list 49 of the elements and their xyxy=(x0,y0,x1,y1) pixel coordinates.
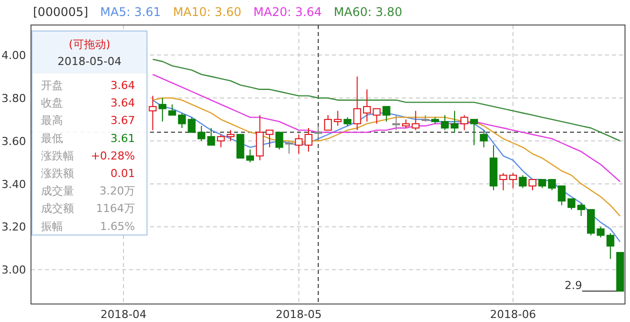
candlestick xyxy=(148,95,157,131)
x-tick-label: 2018-06 xyxy=(490,308,536,321)
candlestick xyxy=(528,179,536,191)
candlestick xyxy=(188,116,196,133)
candlestick xyxy=(275,132,284,150)
text: MA20: 3.64 xyxy=(253,5,322,19)
candlestick xyxy=(353,76,362,131)
candlestick xyxy=(314,125,322,140)
candlestick xyxy=(509,172,517,189)
annotation: (可拖动) xyxy=(68,38,110,51)
candlestick xyxy=(178,112,186,129)
candlestick xyxy=(480,130,488,148)
candlestick xyxy=(168,104,176,116)
candlestick xyxy=(363,88,371,122)
chart-title: [000005] xyxy=(33,5,88,19)
y-tick-label: 3.20 xyxy=(2,220,26,234)
candlestick xyxy=(470,118,478,146)
y-tick-label: 3.40 xyxy=(2,178,26,191)
annotation: 2018-05-04 xyxy=(58,55,122,68)
candlestick xyxy=(518,174,527,189)
candlestick xyxy=(324,114,332,131)
candlestick xyxy=(266,130,274,148)
candlestick xyxy=(304,128,312,152)
x-tick-label: 2018-05 xyxy=(276,308,322,321)
tooltip: (可拖动) 2018-05-04 开盘 3.64 收盘 3.64 最高 3.67 最低 3.61 涨跌幅 +0.28% 涨跌额 0.01 成交量 3.20万 成交额 1164万 振幅 1.65% xyxy=(32,30,148,236)
candlestick xyxy=(285,140,293,154)
candlestick xyxy=(158,97,166,122)
candlestick xyxy=(294,134,303,154)
y-tick-label: 3.80 xyxy=(2,92,26,105)
candlestick xyxy=(606,232,614,260)
candlestick xyxy=(392,114,400,131)
candlestick xyxy=(548,179,556,191)
text: MA5: 3.61 xyxy=(100,5,161,19)
x-tick-label: 2018-04 xyxy=(100,308,146,321)
y-tick-label: 3.00 xyxy=(2,264,26,277)
annotation: 2.9 xyxy=(564,279,582,292)
candlestick xyxy=(256,114,264,161)
candlestick xyxy=(499,172,508,191)
text: MA60: 3.80 xyxy=(334,5,402,19)
candlestick xyxy=(460,114,468,131)
text: MA10: 3.60 xyxy=(172,5,242,19)
candlestick xyxy=(382,106,390,122)
candlestick xyxy=(558,185,566,206)
candlestick xyxy=(568,198,576,210)
candlestick xyxy=(372,108,381,124)
candlestick xyxy=(334,110,342,126)
candlestick xyxy=(577,202,586,217)
y-tick-label: 4.00 xyxy=(2,49,26,62)
y-tick-label: 3.60 xyxy=(2,134,26,148)
